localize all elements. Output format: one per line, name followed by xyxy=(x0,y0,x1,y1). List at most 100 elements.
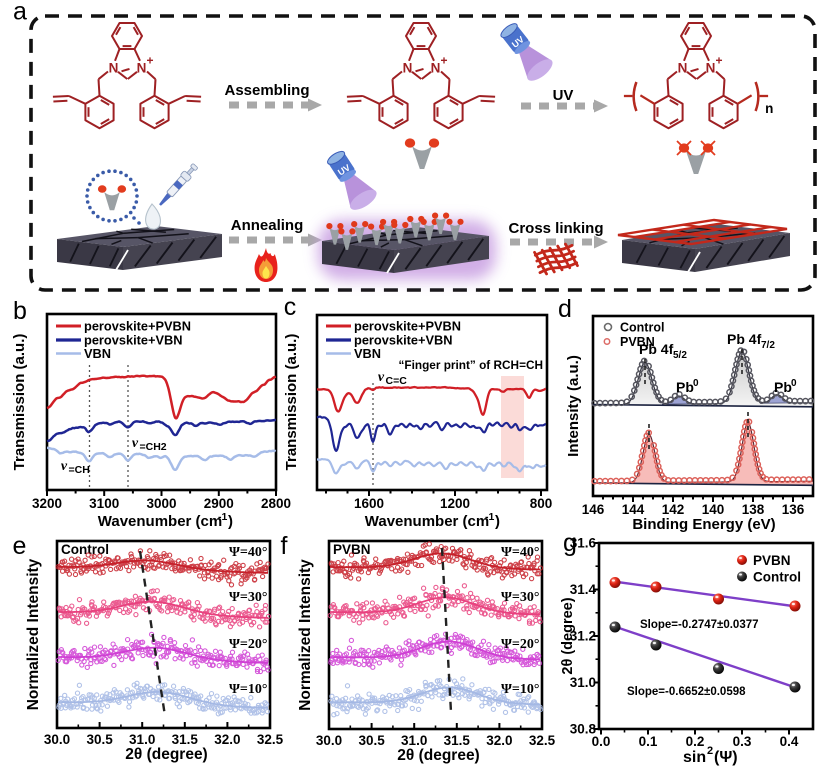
svg-text:=CH: =CH xyxy=(69,464,90,476)
svg-text:=CH2: =CH2 xyxy=(140,441,167,453)
svg-text:3000: 3000 xyxy=(146,496,176,511)
svg-text:Ψ=20°: Ψ=20° xyxy=(229,637,268,652)
svg-text:Pb 4f: Pb 4f xyxy=(639,341,674,357)
svg-text:136: 136 xyxy=(782,502,805,517)
svg-text:1200: 1200 xyxy=(440,496,470,511)
svg-text:Normalized Intensity: Normalized Intensity xyxy=(297,559,314,711)
svg-text:31.0: 31.0 xyxy=(570,675,596,690)
svg-text:c: c xyxy=(284,293,297,321)
svg-text:0.3: 0.3 xyxy=(733,734,752,749)
svg-text:32.0: 32.0 xyxy=(486,733,512,748)
svg-text:31.5: 31.5 xyxy=(172,732,199,747)
svg-text:Control: Control xyxy=(753,570,801,585)
svg-text:ν: ν xyxy=(132,436,139,451)
svg-text:2900: 2900 xyxy=(204,496,234,511)
svg-text:Transmission (a.u.): Transmission (a.u.) xyxy=(283,334,300,471)
svg-text:144: 144 xyxy=(622,502,645,517)
svg-text:31.6: 31.6 xyxy=(570,536,597,551)
svg-text:30.0: 30.0 xyxy=(44,732,70,747)
svg-text:N: N xyxy=(137,61,147,76)
svg-text:N: N xyxy=(109,61,119,76)
svg-text:Ψ=30°: Ψ=30° xyxy=(229,590,268,605)
svg-text:Ψ=10°: Ψ=10° xyxy=(501,682,540,697)
svg-text:2: 2 xyxy=(707,745,713,757)
svg-text:f: f xyxy=(281,532,288,560)
svg-text:3200: 3200 xyxy=(32,496,62,511)
svg-text:30.0: 30.0 xyxy=(316,733,342,748)
svg-text:2θ (degree): 2θ (degree) xyxy=(125,746,207,763)
svg-text:800: 800 xyxy=(530,496,553,511)
svg-text:2θ (degree): 2θ (degree) xyxy=(397,747,479,764)
svg-text:31.2: 31.2 xyxy=(570,629,596,644)
svg-text:0.1: 0.1 xyxy=(639,734,658,749)
svg-text:Control: Control xyxy=(61,542,109,557)
svg-text:PVBN: PVBN xyxy=(333,542,371,557)
svg-text:7/2: 7/2 xyxy=(761,340,775,351)
svg-text:perovskite+VBN: perovskite+VBN xyxy=(354,333,453,348)
svg-text:138: 138 xyxy=(742,502,765,517)
svg-text:N: N xyxy=(706,61,716,76)
svg-text:30.8: 30.8 xyxy=(570,722,597,737)
svg-text:5/2: 5/2 xyxy=(673,350,687,361)
svg-text:2θ (degree): 2θ (degree) xyxy=(560,597,576,674)
svg-text:Pb 4f: Pb 4f xyxy=(727,331,762,347)
svg-text:Binding Energy (eV): Binding Energy (eV) xyxy=(632,516,775,533)
svg-text:142: 142 xyxy=(662,502,685,517)
svg-text:Intensity (a.u.): Intensity (a.u.) xyxy=(565,355,582,457)
svg-text:32.5: 32.5 xyxy=(257,732,284,747)
svg-text:n: n xyxy=(765,101,773,116)
svg-text:b: b xyxy=(13,297,27,325)
svg-text:PVBN: PVBN xyxy=(753,553,791,568)
svg-text:N: N xyxy=(678,61,688,76)
svg-text:0: 0 xyxy=(693,378,699,389)
svg-text:Normalized Intensity: Normalized Intensity xyxy=(25,558,42,710)
svg-text:31.5: 31.5 xyxy=(444,733,471,748)
svg-text:perovskite+PVBN: perovskite+PVBN xyxy=(354,319,461,334)
svg-text:30.5: 30.5 xyxy=(358,733,385,748)
svg-text:N: N xyxy=(403,61,413,76)
svg-text:0.2: 0.2 xyxy=(686,734,705,749)
svg-text:Control: Control xyxy=(620,321,664,335)
svg-text:32.0: 32.0 xyxy=(214,732,240,747)
svg-text:1600: 1600 xyxy=(354,496,384,511)
svg-text:d: d xyxy=(558,295,572,323)
svg-text:Ψ=40°: Ψ=40° xyxy=(229,545,268,560)
svg-text:g: g xyxy=(563,529,577,557)
svg-text:2800: 2800 xyxy=(261,496,291,511)
svg-text:ν: ν xyxy=(378,370,385,385)
svg-text:+: + xyxy=(715,54,722,68)
svg-text:Ψ=40°: Ψ=40° xyxy=(501,545,540,560)
svg-text:Assembling: Assembling xyxy=(224,82,309,99)
svg-text:32.5: 32.5 xyxy=(529,733,556,748)
svg-text:Slope=-0.6652±0.0598: Slope=-0.6652±0.0598 xyxy=(627,686,746,698)
svg-text:Wavenumber (cm: Wavenumber (cm xyxy=(98,513,222,530)
svg-text:N: N xyxy=(431,61,441,76)
svg-text:30.5: 30.5 xyxy=(86,732,113,747)
svg-text:Ψ=10°: Ψ=10° xyxy=(229,682,268,697)
svg-text:PVBN: PVBN xyxy=(620,335,655,349)
svg-text:a: a xyxy=(13,0,27,26)
svg-text:Transmission (a.u.): Transmission (a.u.) xyxy=(11,334,28,471)
svg-text:Wavenumber (cm: Wavenumber (cm xyxy=(365,513,489,530)
svg-text:31.0: 31.0 xyxy=(401,733,427,748)
svg-text:Ψ=30°: Ψ=30° xyxy=(501,590,540,605)
svg-text:perovskite+VBN: perovskite+VBN xyxy=(84,333,183,348)
svg-text:C=C: C=C xyxy=(386,375,408,387)
svg-text:0.4: 0.4 xyxy=(780,734,799,749)
svg-text:VBN: VBN xyxy=(354,346,381,361)
svg-text:146: 146 xyxy=(582,502,605,517)
svg-text:ν: ν xyxy=(61,459,68,474)
svg-text:140: 140 xyxy=(702,502,725,517)
svg-text:+: + xyxy=(440,54,447,68)
svg-text:31.4: 31.4 xyxy=(570,582,597,597)
svg-text:): ) xyxy=(228,513,233,530)
svg-text:): ) xyxy=(495,513,500,530)
svg-text:-1: -1 xyxy=(218,511,227,523)
svg-text:sin: sin xyxy=(683,749,706,766)
svg-text:Ψ=20°: Ψ=20° xyxy=(501,637,540,652)
svg-text:e: e xyxy=(13,532,27,560)
svg-text:Pb: Pb xyxy=(676,379,694,395)
svg-text:(Ψ): (Ψ) xyxy=(714,749,738,766)
svg-text:Cross linking: Cross linking xyxy=(508,220,603,237)
svg-text:VBN: VBN xyxy=(84,346,111,361)
